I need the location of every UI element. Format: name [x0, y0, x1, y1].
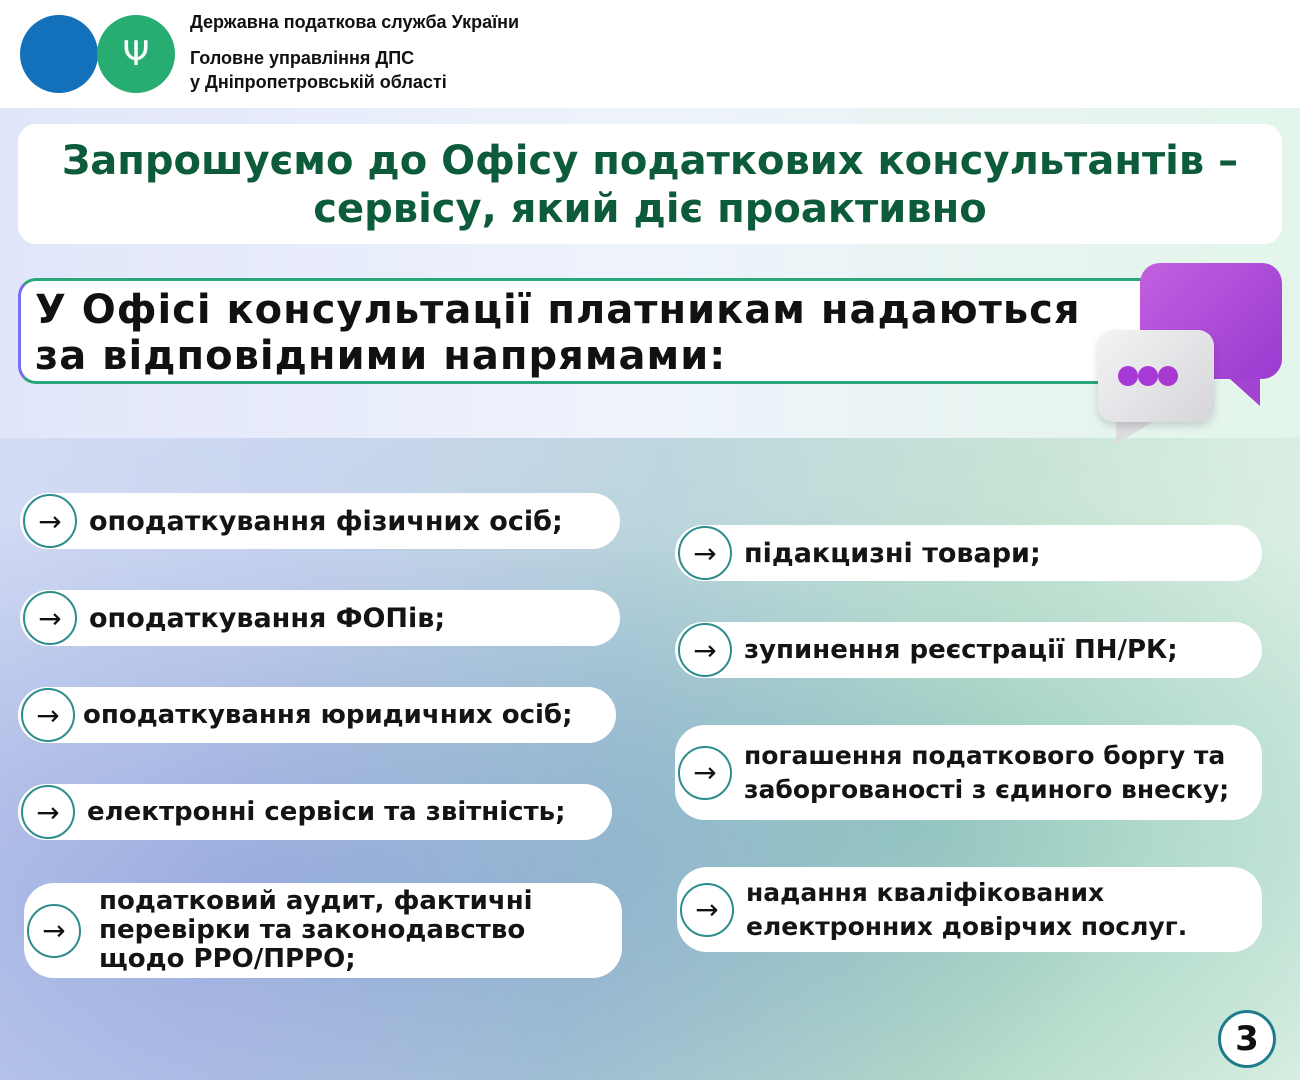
- logo-blue-circle: [20, 15, 98, 93]
- item-label: оподаткування фізичних осіб;: [89, 505, 563, 537]
- arrow-right-icon: →: [21, 785, 75, 839]
- arrow-right-icon: →: [23, 494, 77, 548]
- subtitle: У Офісі консультації платникам надаються…: [18, 278, 1168, 384]
- list-item: → надання кваліфікованих електронних дові…: [677, 867, 1262, 952]
- page-title: Запрошуємо до Офісу податкових консульта…: [18, 124, 1282, 244]
- arrow-right-icon: →: [23, 591, 77, 645]
- item-label: оподаткування ФОПів;: [89, 602, 446, 634]
- list-item: → погашення податкового боргу та заборгов…: [675, 725, 1262, 820]
- list-item: → електронні сервіси та звітність;: [18, 784, 612, 840]
- dept-name: Головне управління ДПС у Дніпропетровські…: [190, 46, 447, 94]
- header: Ψ Державна податкова служба України Голо…: [0, 0, 1300, 108]
- org-name: Державна податкова служба України: [190, 12, 520, 32]
- dept-line-2: у Дніпропетровській області: [190, 72, 447, 92]
- list-item: → підакцизні товари;: [675, 525, 1262, 581]
- list-item: → оподаткування фізичних осіб;: [20, 493, 620, 549]
- item-label: податковий аудит, фактичні перевірки та …: [99, 886, 533, 974]
- title-line-2: сервісу, який діє проактивно: [313, 186, 987, 232]
- list-item: → оподаткування юридичних осіб;: [18, 687, 616, 743]
- list-item: → зупинення реєстрації ПН/РК;: [675, 622, 1262, 678]
- trident-icon: Ψ: [97, 15, 175, 93]
- page-number: 3: [1218, 1010, 1276, 1068]
- item-label: надання кваліфікованих електронних довір…: [746, 877, 1188, 941]
- arrow-right-icon: →: [21, 688, 75, 742]
- item-label: оподаткування юридичних осіб;: [83, 699, 573, 730]
- list-item: → податковий аудит, фактичні перевірки та…: [24, 883, 622, 978]
- subtitle-line-2: за відповідними напрямами:: [35, 333, 727, 379]
- item-label: електронні сервіси та звітність;: [87, 796, 566, 827]
- title-line-1: Запрошуємо до Офісу податкових консульта…: [61, 138, 1239, 184]
- item-label: підакцизні товари;: [744, 537, 1041, 569]
- arrow-right-icon: →: [678, 623, 732, 677]
- arrow-right-icon: →: [680, 882, 734, 937]
- arrow-right-icon: →: [678, 745, 732, 800]
- item-label: погашення податкового боргу та заборгова…: [744, 740, 1230, 804]
- arrow-right-icon: →: [678, 526, 732, 580]
- item-label: зупинення реєстрації ПН/РК;: [744, 634, 1178, 665]
- dept-line-1: Головне управління ДПС: [190, 48, 415, 68]
- arrow-right-icon: →: [27, 903, 81, 958]
- subtitle-line-1: У Офісі консультації платникам надаються: [35, 287, 1081, 333]
- list-item: → оподаткування ФОПів;: [20, 590, 620, 646]
